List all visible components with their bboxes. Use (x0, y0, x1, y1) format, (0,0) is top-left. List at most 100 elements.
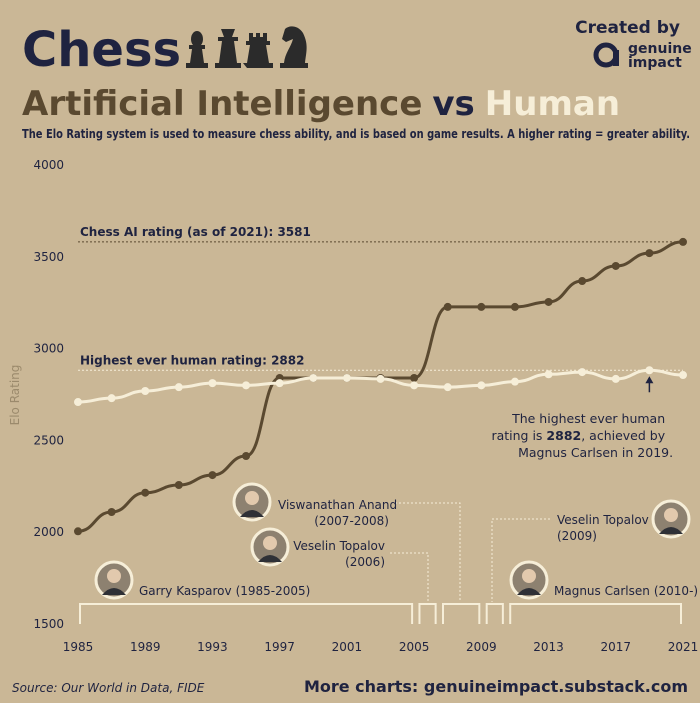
x-tick-label: 2013 (533, 640, 564, 654)
data-point (107, 394, 116, 403)
data-point (141, 387, 150, 396)
era-name: Viswanathan Anand (278, 498, 397, 512)
annotation-line: Magnus Carlsen in 2019. (518, 445, 673, 460)
era-bracket (418, 603, 437, 624)
y-tick-label: 2500 (33, 433, 64, 447)
era-label: Veselin Topalov (557, 513, 649, 527)
data-point (309, 373, 318, 382)
reference-label: Chess AI rating (as of 2021): 3581 (80, 225, 311, 239)
data-point (242, 381, 251, 390)
era-period: (1985-2005) (236, 584, 311, 598)
data-point (141, 488, 150, 497)
data-point (74, 527, 82, 536)
data-point (275, 379, 284, 388)
era-period: (2009) (557, 529, 597, 543)
data-point (578, 368, 587, 377)
era-period: (2006) (345, 555, 385, 569)
data-point (107, 508, 116, 517)
data-point (679, 371, 687, 380)
data-point (342, 373, 351, 382)
data-point (510, 302, 519, 311)
data-point (611, 261, 620, 270)
more-charts: More charts: genuineimpact.substack.com (304, 677, 688, 696)
era-bracket (79, 603, 414, 624)
subtitle-human: Human (485, 84, 620, 124)
data-point (410, 381, 419, 390)
data-point (208, 471, 217, 480)
era-leader (491, 518, 550, 602)
x-tick-label: 2021 (668, 640, 699, 654)
annotation-text: rating is (491, 428, 546, 443)
y-tick-label: 4000 (33, 158, 64, 172)
data-point (410, 373, 419, 382)
data-point (544, 297, 553, 306)
data-point (544, 370, 553, 379)
era-period: (2010-) (654, 584, 698, 598)
data-point (376, 374, 385, 383)
data-point (74, 398, 82, 407)
portrait (232, 482, 272, 522)
portrait-body (517, 588, 541, 595)
x-tick-label: 1985 (63, 640, 94, 654)
portrait-body (102, 588, 126, 595)
era-label: (2009) (557, 529, 597, 543)
annotation: The highest ever human rating is 2882, a… (491, 411, 685, 460)
data-point (578, 277, 587, 286)
era-bracket (485, 603, 504, 624)
era-name: Magnus Carlsen (554, 584, 650, 598)
x-tick-label: 1997 (264, 640, 295, 654)
portrait-head (263, 536, 277, 550)
data-point (443, 302, 452, 311)
era-bracket (509, 603, 682, 624)
annotation-line: The highest ever human (511, 411, 665, 426)
portrait (250, 527, 290, 567)
x-tick-label: 2009 (466, 640, 497, 654)
data-point (242, 452, 251, 461)
created-by: Created by (575, 18, 680, 38)
annotation-arrowhead (645, 376, 654, 384)
portrait-body (240, 510, 264, 517)
description: The Elo Rating system is used to measure… (22, 126, 690, 141)
reference-label: Highest ever human rating: 2882 (80, 353, 304, 367)
portrait-body (659, 527, 683, 534)
era-name: Veselin Topalov (557, 513, 649, 527)
portrait-head (664, 508, 678, 522)
era-label: (2006) (345, 555, 385, 569)
era-label: (2007-2008) (314, 514, 389, 528)
source: Source: Our World in Data, FIDE (12, 681, 205, 695)
era-name: Veselin Topalov (293, 539, 385, 553)
era-name: Garry Kasparov (139, 584, 232, 598)
x-tick-label: 1993 (197, 640, 228, 654)
data-point (611, 374, 620, 383)
y-tick-label: 1500 (33, 617, 64, 631)
era-leader (395, 502, 461, 602)
era-label: Veselin Topalov (293, 539, 385, 553)
data-point (510, 377, 519, 386)
title: Chess (22, 22, 181, 78)
era-leader (390, 552, 429, 602)
subtitle-ai: Artificial Intelligence (22, 84, 422, 124)
y-tick-label: 3500 (33, 250, 64, 264)
portrait (94, 560, 134, 600)
data-point (174, 383, 183, 392)
x-tick-label: 2005 (399, 640, 430, 654)
x-tick-label: 2017 (601, 640, 632, 654)
subtitle-vs: vs (432, 84, 474, 124)
era-bracket (442, 603, 481, 624)
data-point (679, 237, 687, 246)
chess-icons (186, 26, 308, 69)
annotation-text: , achieved by (581, 428, 665, 443)
portrait-body (258, 555, 282, 562)
subtitle: Artificial Intelligence vs Human (22, 84, 620, 124)
data-point (208, 379, 217, 388)
data-point (477, 381, 486, 390)
data-point (174, 481, 183, 490)
era-label: Magnus Carlsen (2010-) (554, 584, 698, 598)
x-tick-label: 1989 (130, 640, 161, 654)
brand-name: genuine (628, 41, 692, 57)
portrait (651, 499, 691, 539)
data-point (443, 383, 452, 392)
era-label: Viswanathan Anand (278, 498, 397, 512)
data-point (645, 366, 654, 375)
